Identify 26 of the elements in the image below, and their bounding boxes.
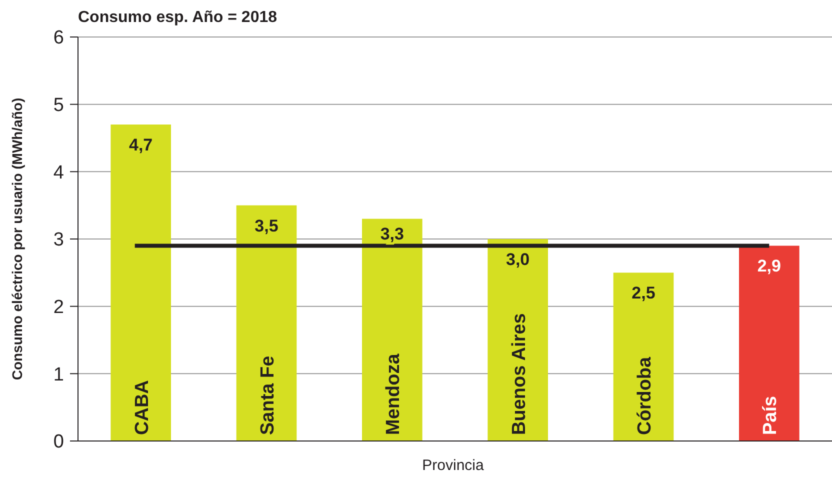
x-axis-title: Provincia (422, 457, 484, 474)
data-label: 3,3 (380, 224, 404, 244)
x-tick-label: País (760, 396, 782, 435)
y-tick-label: 2 (53, 296, 64, 318)
y-tick-label: 6 (53, 28, 64, 49)
y-tick-label: 4 (53, 162, 64, 184)
x-tick-label: Santa Fe (258, 356, 278, 435)
chart-title: Consumo esp. Año = 2018 (78, 9, 278, 26)
data-label: 4,7 (129, 136, 153, 155)
y-tick-label: 0 (53, 432, 64, 453)
y-axis-title: Consumo eléctrico por usuario (MWh/año) (9, 98, 25, 380)
x-tick-label: Buenos Aires (508, 313, 530, 435)
data-label: 3,5 (254, 216, 278, 236)
y-tick-label: 5 (53, 94, 64, 116)
y-tick-label: 3 (53, 230, 64, 251)
x-tick-label: Córdoba (634, 356, 656, 435)
y-tick-label: 1 (53, 364, 64, 386)
data-label: 3,0 (506, 250, 530, 269)
bar (236, 205, 297, 441)
bar (739, 246, 800, 441)
bar (362, 218, 422, 441)
x-tick-label: Mendoza (383, 353, 404, 435)
x-tick-label: CABA (132, 380, 153, 435)
data-label: 2,9 (757, 256, 781, 276)
bar (110, 124, 171, 441)
data-label: 2,5 (632, 284, 656, 303)
